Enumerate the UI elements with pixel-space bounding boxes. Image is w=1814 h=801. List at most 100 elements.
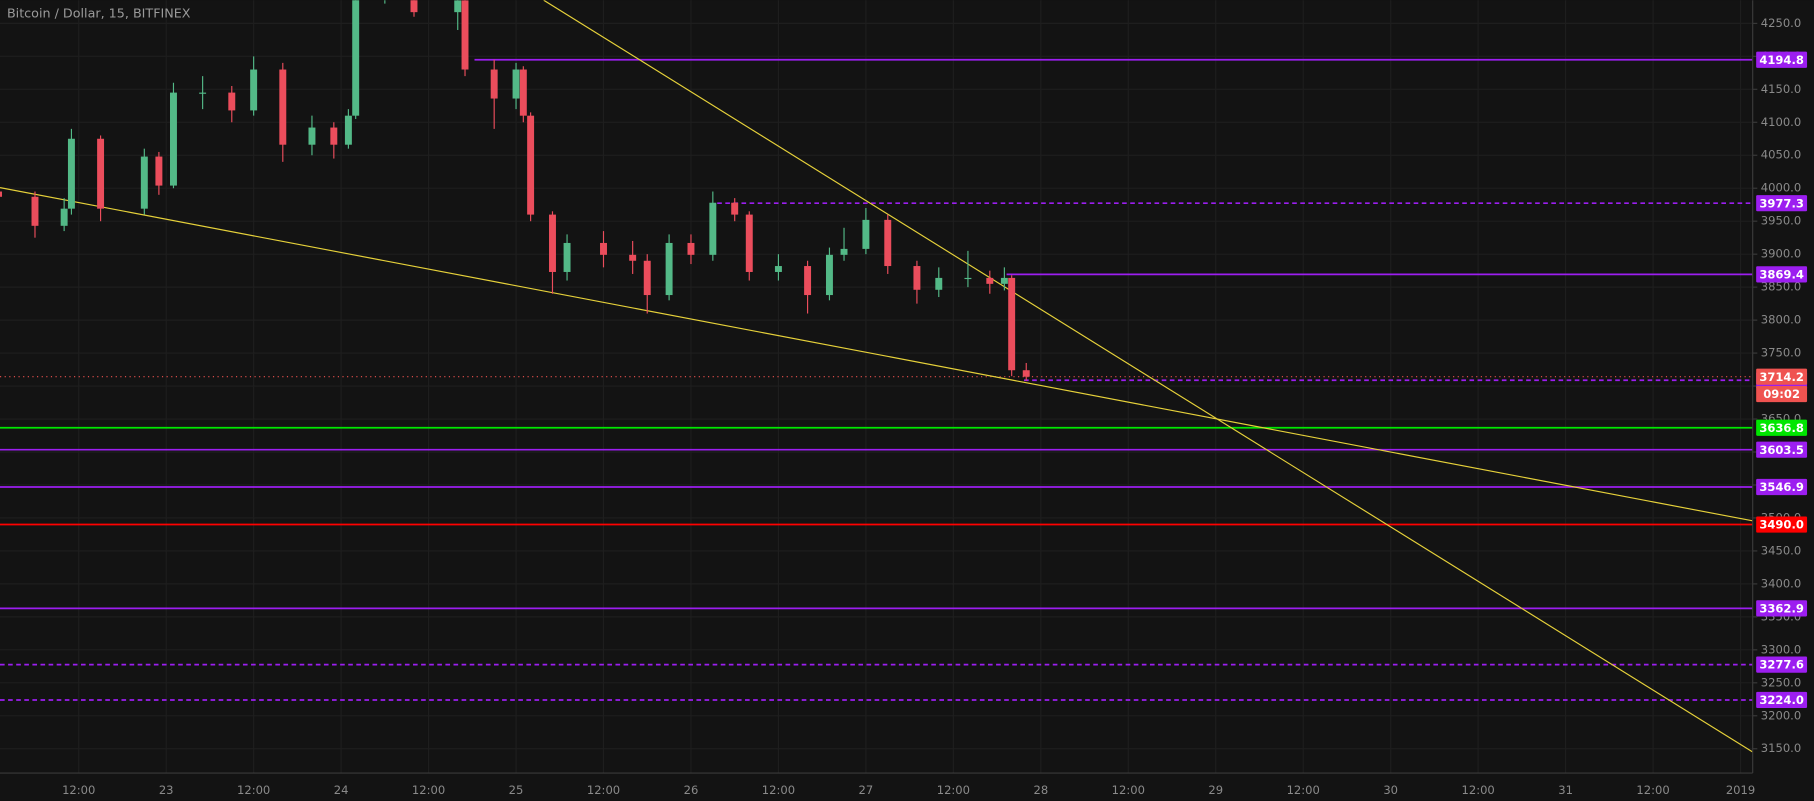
y-tick-label: 3900.0 (1761, 247, 1801, 261)
candle-body (1008, 277, 1016, 371)
candle-body (155, 156, 163, 186)
last-price-label: 3714.2 (1759, 370, 1804, 384)
candle-body (169, 92, 177, 186)
x-tick-label: 12:00 (1287, 783, 1320, 797)
candle-body (410, 0, 418, 13)
candle-body (731, 202, 739, 215)
x-tick-label: 27 (859, 783, 874, 797)
x-tick-label: 30 (1383, 783, 1398, 797)
candle-body (709, 202, 717, 255)
y-tick-label: 4000.0 (1761, 181, 1801, 195)
x-tick-label: 23 (159, 783, 174, 797)
level-label: 3362.9 (1759, 601, 1804, 615)
candle-body (512, 69, 520, 99)
trend-line (543, 0, 1753, 753)
x-tick-label: 31 (1558, 783, 1573, 797)
x-tick-label: 28 (1033, 783, 1048, 797)
candle-body (600, 242, 607, 255)
chart-title: Bitcoin / Dollar, 15, BITFINEX (7, 6, 191, 21)
y-tick-label: 3400.0 (1761, 576, 1801, 590)
level-label: 3636.8 (1759, 421, 1804, 435)
y-tick-label: 4100.0 (1761, 115, 1801, 129)
candle-body (804, 266, 812, 296)
level-label: 3546.9 (1759, 480, 1804, 494)
x-tick-label: 12:00 (237, 783, 270, 797)
countdown: 09:02 (1763, 387, 1800, 401)
candle-body (643, 260, 651, 296)
x-tick-label: 12:00 (1636, 783, 1669, 797)
axes: 12:00 23 12:00 24 12:00 25 12:00 26 12:00 27 12:00… (62, 16, 1801, 797)
x-tick-label: 12:00 (1112, 783, 1145, 797)
level-label-box (1756, 441, 1808, 458)
candle-body (490, 69, 498, 99)
candle-body (199, 92, 207, 94)
trend-line (0, 187, 1753, 522)
candle-body (687, 242, 695, 255)
level-label: 3490.0 (1759, 518, 1804, 532)
candle-body (352, 0, 360, 116)
candle-body (60, 208, 68, 226)
x-tick-label: 12:00 (937, 783, 970, 797)
candle-body (913, 266, 921, 290)
candle-body (629, 254, 637, 261)
price-tags: 4194.83977.33869.43708.83636.83603.53546… (1756, 51, 1808, 709)
level-label-box (1756, 266, 1808, 283)
candle-body (964, 277, 972, 280)
y-tick-label: 3200.0 (1761, 708, 1801, 722)
candle-body (308, 127, 316, 145)
grid (0, 0, 1753, 774)
level-label: 3224.0 (1759, 693, 1804, 707)
candle-body (228, 92, 236, 111)
level-label-box (1756, 516, 1808, 533)
y-tick-label: 3950.0 (1761, 214, 1801, 228)
candle-body (986, 277, 994, 284)
level-label-box (1756, 478, 1808, 496)
x-tick-label: 12:00 (762, 783, 795, 797)
candle-body (665, 242, 673, 296)
level-label-box (1756, 195, 1808, 212)
candle-body (140, 156, 148, 209)
candle-body (344, 115, 352, 145)
candle-body (461, 0, 469, 70)
level-label: 3277.6 (1759, 658, 1804, 672)
level-label-box (1756, 656, 1808, 673)
last-price-label-box (1756, 368, 1808, 385)
y-tick-label: 3250.0 (1761, 675, 1801, 689)
candle-body (0, 191, 3, 197)
candle-body (67, 138, 75, 209)
countdown-box (1756, 385, 1808, 403)
x-tick-label: 29 (1208, 783, 1223, 797)
candle-body (1022, 370, 1030, 377)
y-tick-label: 4050.0 (1761, 148, 1801, 162)
level-label: 3869.4 (1759, 267, 1804, 281)
candle-body (862, 219, 870, 249)
candle-body (519, 69, 527, 116)
candle-body (774, 266, 782, 272)
level-label-box (1756, 51, 1808, 68)
x-tick-label: 25 (509, 783, 524, 797)
y-tick-label: 4250.0 (1761, 16, 1801, 30)
candle-body (884, 219, 892, 267)
x-tick-label: 24 (334, 783, 349, 797)
candle-body (563, 242, 571, 272)
candle-body (840, 248, 848, 255)
level-label: 3603.5 (1759, 443, 1804, 457)
candle-body (1000, 277, 1008, 284)
candle-body (745, 214, 753, 272)
x-tick-label: 26 (684, 783, 699, 797)
level-label: 3977.3 (1759, 196, 1804, 210)
x-tick-label: 12:00 (62, 783, 95, 797)
candle-body (250, 69, 258, 111)
x-tick-label: 12:00 (1462, 783, 1495, 797)
y-tick-label: 4150.0 (1761, 82, 1801, 96)
level-label-box (1756, 691, 1808, 709)
y-tick-label: 3150.0 (1761, 741, 1801, 755)
level-label-box (1756, 419, 1808, 436)
y-tick-label: 3450.0 (1761, 543, 1801, 557)
candle-body (454, 0, 462, 13)
y-tick-label: 3750.0 (1761, 346, 1801, 360)
candle-body (97, 138, 105, 209)
